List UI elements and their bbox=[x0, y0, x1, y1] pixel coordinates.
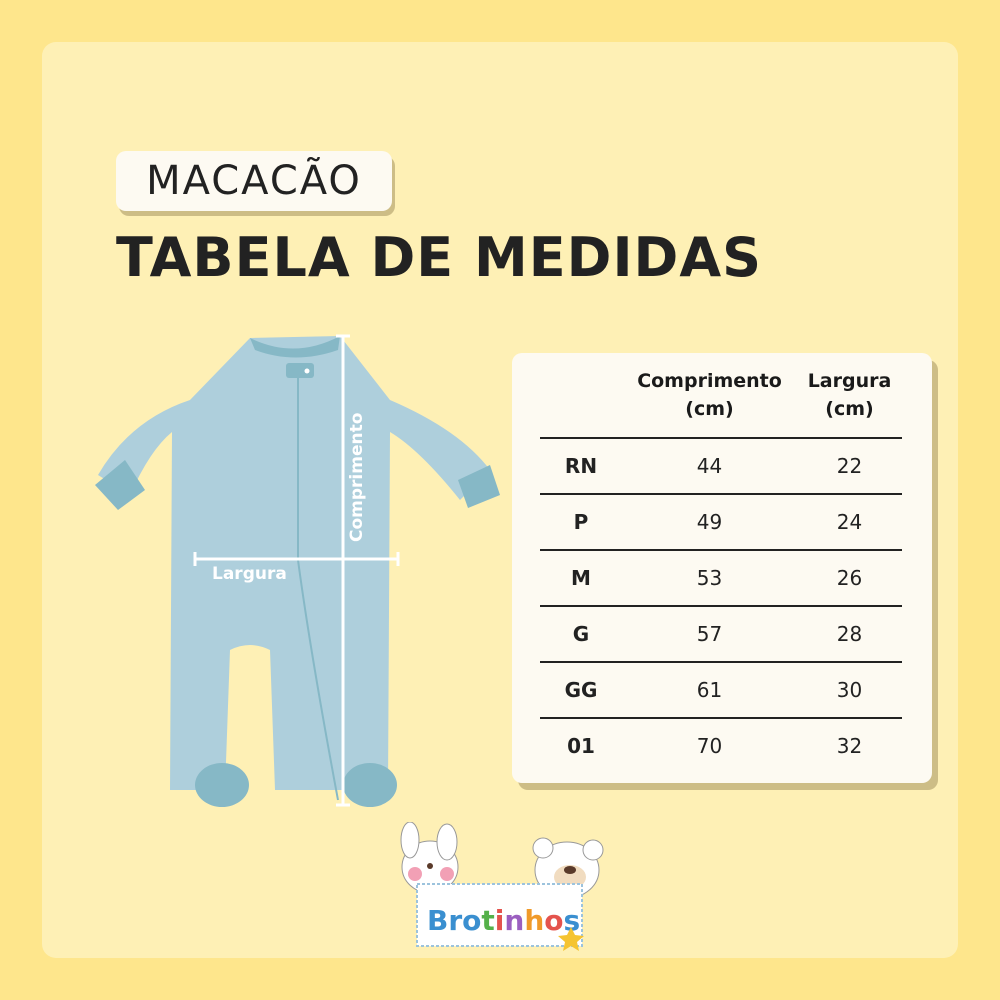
width-cell: 32 bbox=[836, 734, 863, 758]
product-subtitle: MACACÃO bbox=[116, 151, 392, 211]
header-length-unit: (cm) bbox=[685, 398, 734, 420]
length-cell: 49 bbox=[696, 510, 723, 534]
romper-illustration bbox=[95, 336, 500, 807]
width-cell: 24 bbox=[836, 510, 863, 534]
width-cell: 26 bbox=[836, 566, 863, 590]
length-cell: 53 bbox=[696, 566, 723, 590]
length-cell: 61 bbox=[696, 678, 723, 702]
table-row: M 53 26 bbox=[540, 549, 902, 605]
size-cell: GG bbox=[564, 678, 598, 702]
size-cell: G bbox=[572, 622, 590, 646]
width-cell: 22 bbox=[836, 454, 863, 478]
length-cell: 44 bbox=[696, 454, 723, 478]
table-row: GG 61 30 bbox=[540, 661, 902, 717]
brotinhos-logo: Brotinhos bbox=[400, 822, 604, 951]
length-label: Comprimento bbox=[347, 413, 367, 542]
table-row: P 49 24 bbox=[540, 493, 902, 549]
table-row: G 57 28 bbox=[540, 605, 902, 661]
romper-diagram: Comprimento Largura bbox=[95, 334, 500, 807]
table-row: 01 70 32 bbox=[540, 717, 902, 773]
width-label: Largura bbox=[212, 564, 287, 584]
width-cell: 30 bbox=[836, 678, 863, 702]
header-width-unit: (cm) bbox=[825, 398, 874, 420]
header-width-label: Largura bbox=[807, 370, 892, 392]
size-table: Comprimento (cm) Largura (cm) RN 44 22 P 49… bbox=[512, 353, 932, 783]
length-cell: 70 bbox=[696, 734, 723, 758]
size-cell: RN bbox=[564, 454, 598, 478]
size-cell: 01 bbox=[567, 734, 595, 758]
length-cell: 57 bbox=[696, 622, 723, 646]
size-cell: M bbox=[571, 566, 591, 590]
svg-text:Brotinhos: Brotinhos bbox=[427, 904, 580, 937]
width-cell: 28 bbox=[836, 622, 863, 646]
size-cell: P bbox=[573, 510, 589, 534]
header-length-label: Comprimento bbox=[637, 370, 782, 392]
header-width: Largura (cm) bbox=[797, 367, 902, 423]
table-row: RN 44 22 bbox=[540, 437, 902, 493]
header-length: Comprimento (cm) bbox=[622, 367, 797, 423]
page-title: TABELA DE MEDIDAS bbox=[116, 226, 763, 289]
